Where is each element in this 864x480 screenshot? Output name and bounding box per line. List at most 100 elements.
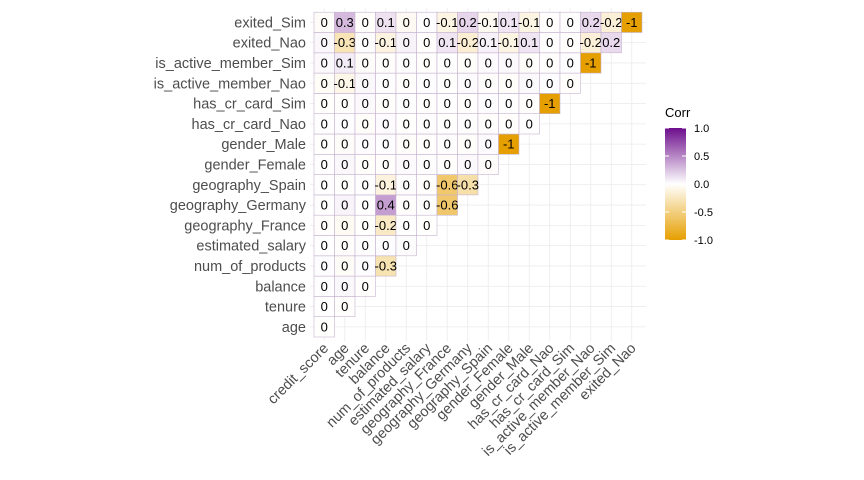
y-tick-label: has_cr_card_Sim [193, 97, 306, 113]
cell-value-label: -0.1 [375, 35, 397, 50]
cell-value-label: 0 [341, 116, 348, 131]
heatmap-cells: 00 00 0 00 0 0 -0.30 0 0 0 00 0 0 -0.2 0 00 0 0 0.4 0 0 -0.60… [313, 11, 643, 338]
cell-value-label: 0 [362, 238, 369, 253]
cell-value-label: 0 [444, 96, 451, 111]
cell-value-label: 0 [567, 35, 574, 50]
cell-value-label: 0 [423, 177, 430, 192]
cell-value-label: 0 [362, 198, 369, 213]
cell-value-label: 0 [505, 96, 512, 111]
cell-value-label: 0 [403, 96, 410, 111]
cell-value-label: 0 [485, 96, 492, 111]
cell-value-label: 0 [321, 76, 328, 91]
cell-value-label: 0 [382, 96, 389, 111]
cell-value-label: 0 [423, 15, 430, 30]
y-tick-label: geography_Spain [192, 178, 306, 194]
cell-value-label: 0 [444, 157, 451, 172]
legend-tick-label: 1.0 [694, 123, 709, 135]
cell-value-label: 0 [485, 157, 492, 172]
cell-value-label: 0 [341, 157, 348, 172]
cell-value-label: 0 [403, 238, 410, 253]
cell-value-label: 0 [321, 55, 328, 70]
cell-value-label: 0 [382, 55, 389, 70]
cell-value-label: 0 [362, 116, 369, 131]
cell-value-label: 0.4 [377, 198, 395, 213]
cell-value-label: 0 [546, 55, 553, 70]
cell-value-label: 0 [321, 15, 328, 30]
cell-value-label: 0 [341, 198, 348, 213]
cell-value-label: 0 [444, 76, 451, 91]
cell-value-label: 0 [526, 116, 533, 131]
cell-value-label: -0.2 [600, 15, 622, 30]
heatmap-cell [621, 11, 643, 33]
cell-value-label: 0 [567, 76, 574, 91]
y-tick-label: geography_Germany [170, 198, 307, 214]
cell-value-label: 0 [464, 157, 471, 172]
legend-tick-label: -1.0 [694, 235, 713, 247]
cell-value-label: 0.1 [500, 15, 518, 30]
cell-value-label: 0 [382, 157, 389, 172]
cell-value-label: -0.1 [477, 15, 499, 30]
cell-value-label: 0 [362, 76, 369, 91]
cell-value-label: -0.6 [436, 177, 458, 192]
cell-value-label: 0 [485, 116, 492, 131]
cell-value-label: 0.2 [582, 15, 600, 30]
cell-value-label: 0 [362, 55, 369, 70]
cell-value-label: 0 [321, 198, 328, 213]
legend-tick-label: 0.5 [694, 151, 709, 163]
y-tick-label: gender_Male [221, 137, 306, 153]
cell-value-label: 0 [362, 177, 369, 192]
y-tick-label: exited_Sim [234, 15, 306, 31]
cell-value-label: 0 [362, 15, 369, 30]
cell-value-label: -1 [585, 55, 597, 70]
y-tick-label: gender_Female [204, 157, 306, 173]
cell-value-label: 0 [423, 157, 430, 172]
cell-value-label: 0 [362, 258, 369, 273]
cell-value-label: -1 [544, 96, 556, 111]
cell-value-label: 0 [321, 299, 328, 314]
cell-value-label: 0 [403, 157, 410, 172]
cell-value-label: 0 [444, 55, 451, 70]
cell-value-label: 0 [362, 279, 369, 294]
cell-value-label: 0 [362, 218, 369, 233]
y-tick-label: exited_Nao [233, 36, 306, 52]
legend-tick-label: 0.0 [694, 179, 709, 191]
legend-ticks: 1.0 0.5 0.0 -0.5 -1.0 [665, 123, 713, 247]
cell-value-label: 0 [321, 258, 328, 273]
cell-value-label: 0 [382, 137, 389, 152]
cell-value-label: 0 [526, 55, 533, 70]
cell-value-label: -0.6 [436, 198, 458, 213]
cell-value-label: 0 [423, 55, 430, 70]
cell-value-label: -0.1 [436, 15, 458, 30]
cell-value-label: -0.1 [518, 15, 540, 30]
cell-value-label: 0.2 [602, 35, 620, 50]
cell-value-label: 0 [403, 177, 410, 192]
cell-value-label: 0.3 [336, 15, 354, 30]
x-tick-labels: credit_scoreagetenurebalancenum_of_produ… [265, 340, 640, 460]
cell-value-label: 0.1 [336, 55, 354, 70]
cell-value-label: 0 [423, 137, 430, 152]
cell-value-label: 0 [321, 319, 328, 334]
cell-value-label: 0 [403, 198, 410, 213]
cell-value-label: 0 [403, 15, 410, 30]
cell-value-label: 0 [567, 15, 574, 30]
cell-value-label: 0 [526, 76, 533, 91]
cell-value-label: 0 [403, 35, 410, 50]
y-tick-label: balance [255, 279, 306, 295]
color-legend: Corr 1.0 0.5 0.0 -0.5 -1.0 [665, 105, 713, 247]
cell-value-label: 0 [444, 137, 451, 152]
legend-colorbar [665, 128, 686, 240]
cell-value-label: 0 [362, 157, 369, 172]
cell-value-label: 0.1 [438, 35, 456, 50]
cell-value-label: 0 [485, 76, 492, 91]
cell-value-label: 0 [321, 96, 328, 111]
cell-value-label: 0 [321, 116, 328, 131]
cell-value-label: 0 [403, 76, 410, 91]
y-tick-label: num_of_products [194, 259, 306, 275]
cell-value-label: 0 [505, 55, 512, 70]
cell-value-label: 0 [382, 238, 389, 253]
x-tick-label: credit_score [265, 341, 332, 408]
y-tick-label: estimated_salary [196, 239, 306, 255]
cell-value-label: 0 [362, 35, 369, 50]
cell-value-label: -0.1 [498, 35, 520, 50]
